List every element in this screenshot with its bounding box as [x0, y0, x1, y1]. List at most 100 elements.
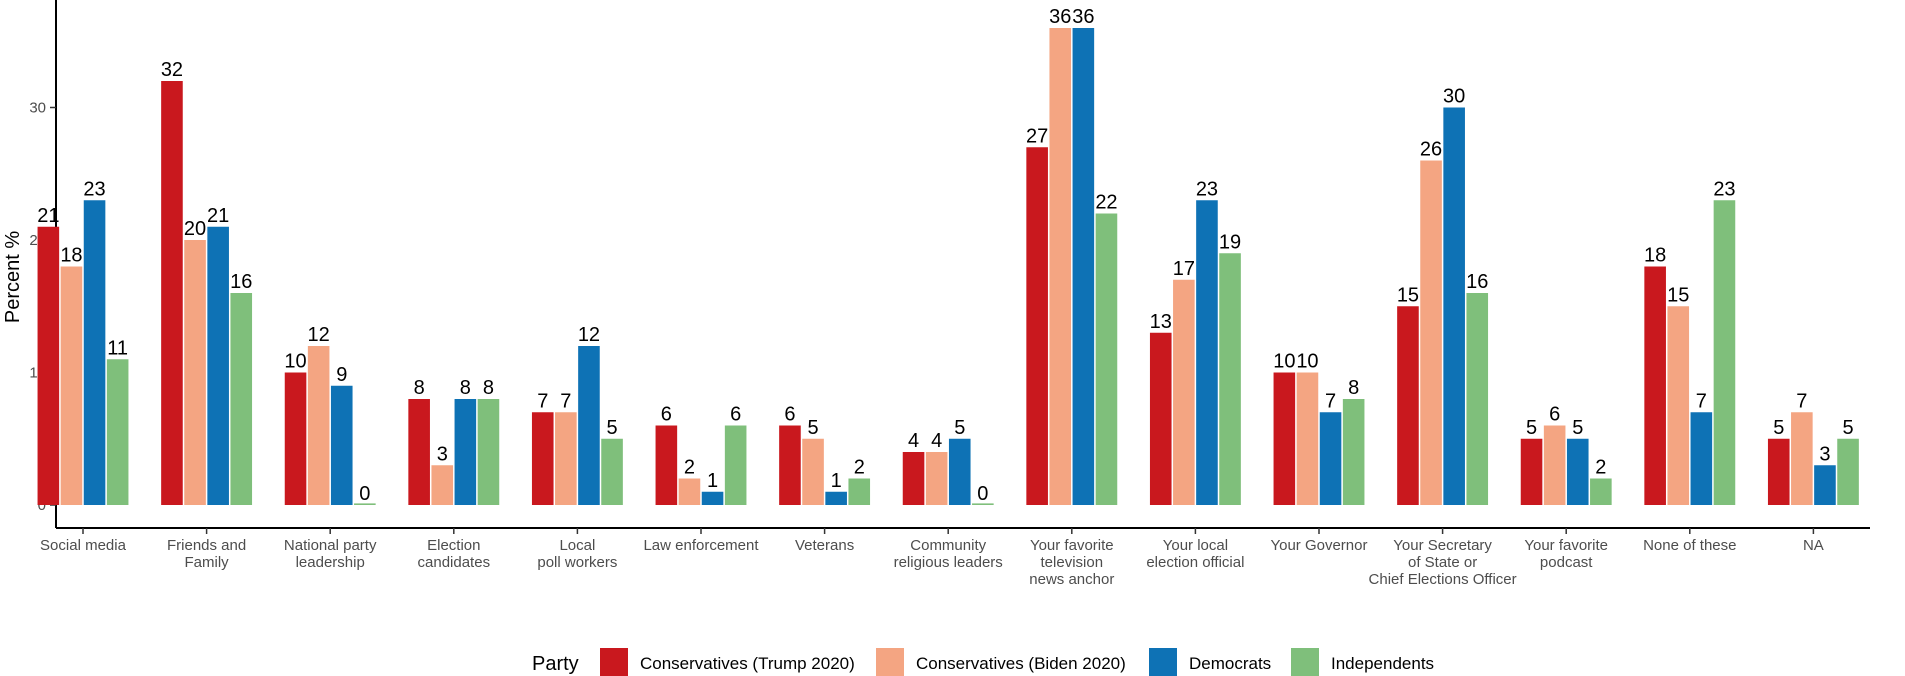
bar [1690, 412, 1713, 505]
data-label: 12 [308, 324, 330, 346]
bar [1342, 399, 1365, 505]
bar [1767, 438, 1790, 505]
data-label: 2 [684, 457, 695, 479]
data-label: 20 [184, 218, 206, 240]
data-label: 7 [1325, 390, 1336, 412]
data-label: 5 [807, 417, 818, 439]
bar [655, 425, 678, 505]
legend-label: Conservatives (Trump 2020) [640, 654, 855, 673]
data-label: 8 [414, 377, 425, 399]
bar [701, 491, 724, 505]
bar [1319, 412, 1342, 505]
bar [1149, 332, 1172, 505]
bar [477, 399, 500, 505]
data-label: 30 [1443, 86, 1465, 108]
legend: Party Conservatives (Trump 2020) Conserva… [532, 648, 1434, 676]
x-tick-label: National party leadership [284, 537, 377, 571]
legend-label: Democrats [1189, 654, 1271, 673]
legend-label: Conservatives (Biden 2020) [916, 654, 1126, 673]
x-tick-label: NA [1803, 537, 1824, 554]
data-label: 18 [1644, 245, 1666, 267]
bar [184, 240, 206, 505]
data-label: 22 [1095, 192, 1117, 214]
data-label: 1 [831, 470, 842, 492]
y-tick-label: 30 [29, 100, 46, 117]
bar [825, 491, 847, 505]
bar [531, 412, 554, 505]
bar [207, 226, 229, 505]
y-tick-label: 0 [38, 497, 46, 514]
x-tick-label: Your favorite television news anchor [1029, 537, 1114, 588]
x-tick-label: Community religious leaders [894, 537, 1003, 571]
data-label: 2 [1595, 457, 1606, 479]
bar [601, 438, 623, 505]
data-label: 19 [1219, 231, 1241, 253]
data-label: 5 [1842, 417, 1853, 439]
bar [1566, 438, 1589, 505]
bar [902, 452, 925, 505]
x-tick-label: Your Secretary of State or Chief Elections… [1369, 537, 1517, 588]
data-label: 2 [854, 457, 865, 479]
x-tick-label: Your favorite podcast [1524, 537, 1608, 571]
bar [1543, 425, 1566, 505]
x-tick-label: Your Governor [1270, 537, 1367, 554]
data-label: 4 [931, 430, 942, 452]
bar [354, 503, 376, 505]
data-label: 17 [1173, 258, 1195, 280]
bar [802, 438, 824, 505]
data-label: 7 [1796, 390, 1807, 412]
bar [555, 412, 577, 505]
x-axis: Social media Friends and Family National pa… [40, 527, 1870, 588]
bar [284, 372, 307, 505]
data-label: 23 [83, 178, 105, 200]
data-label: 15 [1397, 284, 1419, 306]
data-label: 15 [1667, 284, 1689, 306]
data-label: 21 [207, 205, 229, 227]
legend-label: Independents [1331, 654, 1434, 673]
x-tick-label: Veterans [795, 537, 854, 554]
y-axis-title: Percent % [2, 231, 24, 323]
data-label: 8 [1348, 377, 1359, 399]
bar [1049, 28, 1072, 505]
x-tick-label: Local poll workers [537, 537, 617, 571]
data-label: 1 [707, 470, 718, 492]
data-label: 8 [483, 377, 494, 399]
data-label: 5 [1526, 417, 1537, 439]
bar [1420, 160, 1442, 505]
bar [578, 346, 600, 505]
bar [37, 226, 60, 505]
bar [83, 200, 106, 505]
data-label: 13 [1150, 311, 1172, 333]
bar [1443, 107, 1465, 505]
x-tick-label: Friends and Family [167, 537, 246, 571]
legend-swatch [600, 648, 628, 676]
data-label: 3 [437, 443, 448, 465]
data-label: 36 [1049, 6, 1071, 28]
data-label: 4 [908, 430, 919, 452]
x-tick-label: Social media [40, 537, 127, 554]
data-label: 36 [1072, 6, 1094, 28]
bar [330, 385, 353, 505]
bar [408, 399, 430, 505]
bar [1713, 200, 1736, 505]
data-label: 7 [1696, 390, 1707, 412]
bar [948, 438, 971, 505]
data-label: 0 [359, 483, 370, 505]
bar [1072, 28, 1095, 505]
data-label: 0 [977, 483, 988, 505]
bar [431, 465, 454, 505]
bar [230, 293, 253, 505]
data-label: 12 [578, 324, 600, 346]
bar [1273, 372, 1296, 505]
data-label: 32 [161, 59, 183, 81]
bar [1173, 279, 1195, 505]
data-label: 10 [1296, 351, 1318, 373]
data-label: 5 [1773, 417, 1784, 439]
x-tick-label: None of these [1643, 537, 1736, 554]
data-label: 23 [1196, 178, 1218, 200]
bar [161, 81, 183, 505]
bar [307, 346, 330, 505]
bar [1520, 438, 1543, 505]
bar [1397, 306, 1419, 505]
x-tick-label: Election candidates [418, 537, 491, 571]
